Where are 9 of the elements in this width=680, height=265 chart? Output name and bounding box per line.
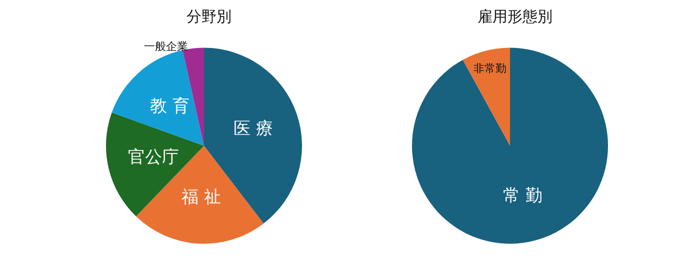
slice-label: 医 療 bbox=[234, 119, 273, 140]
slice-label: 非常勤 bbox=[474, 62, 507, 75]
chart-title: 分野別 bbox=[186, 8, 232, 26]
slice-label: 常 勤 bbox=[503, 186, 543, 206]
slice-label: 福 祉 bbox=[181, 188, 221, 208]
chart-title: 雇用形態別 bbox=[478, 8, 552, 26]
slice-label: 一般企業 bbox=[144, 40, 188, 53]
slice-label: 官公庁 bbox=[128, 148, 179, 168]
slice-label: 教 育 bbox=[150, 96, 190, 117]
